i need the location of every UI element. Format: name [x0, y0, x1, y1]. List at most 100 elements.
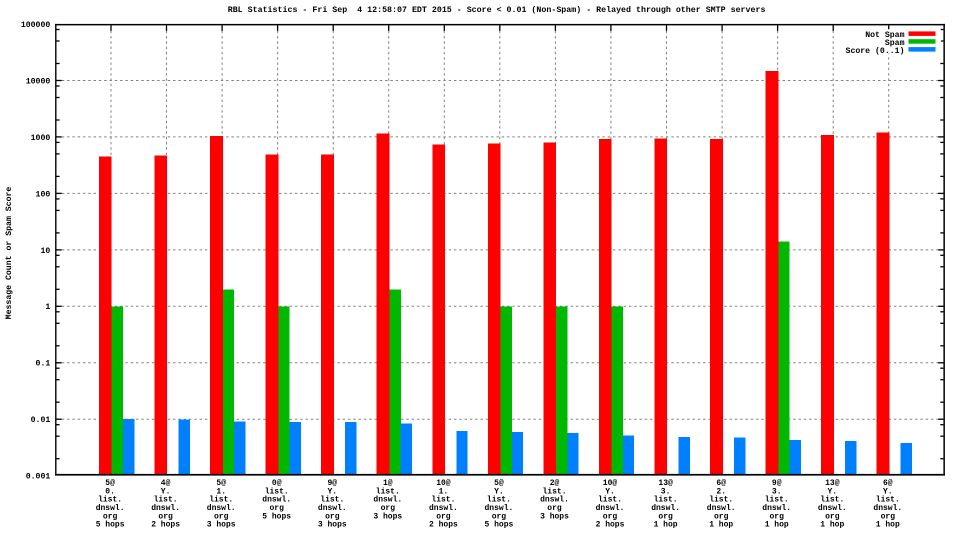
- svg-text:1@: 1@: [383, 479, 393, 488]
- svg-text:org: org: [103, 512, 118, 521]
- svg-text:dnswl.: dnswl.: [318, 504, 347, 513]
- svg-text:org: org: [158, 512, 173, 521]
- svg-text:3 hops: 3 hops: [207, 521, 236, 530]
- svg-text:dnswl.: dnswl.: [540, 496, 569, 505]
- svg-text:1 hop: 1 hop: [709, 521, 733, 530]
- svg-text:list.: list.: [598, 496, 622, 505]
- svg-text:dnswl.: dnswl.: [762, 504, 791, 513]
- svg-text:org: org: [547, 504, 562, 513]
- svg-text:list.: list.: [98, 496, 122, 505]
- svg-text:Y.: Y.: [883, 487, 893, 496]
- svg-text:dnswl.: dnswl.: [818, 504, 847, 513]
- svg-text:RBL Statistics - Fri Sep 4 12: RBL Statistics - Fri Sep 4 12:58:07 EDT …: [228, 5, 766, 15]
- svg-text:list.: list.: [154, 496, 178, 505]
- svg-text:list.: list.: [876, 496, 900, 505]
- svg-text:Y.: Y.: [327, 487, 337, 496]
- svg-text:dnswl.: dnswl.: [707, 504, 736, 513]
- svg-text:list.: list.: [265, 487, 289, 496]
- svg-text:dnswl.: dnswl.: [96, 504, 125, 513]
- svg-text:org: org: [881, 512, 896, 521]
- svg-text:list.: list.: [320, 496, 344, 505]
- svg-text:list.: list.: [709, 496, 733, 505]
- svg-text:Score (0..1): Score (0..1): [846, 46, 905, 56]
- svg-text:2.: 2.: [716, 487, 726, 496]
- svg-text:list.: list.: [654, 496, 678, 505]
- svg-text:1.: 1.: [216, 487, 226, 496]
- svg-text:dnswl.: dnswl.: [651, 504, 680, 513]
- svg-text:org: org: [436, 512, 451, 521]
- svg-text:dnswl.: dnswl.: [373, 496, 402, 505]
- svg-text:9@: 9@: [327, 479, 337, 488]
- svg-text:5 hops: 5 hops: [484, 521, 513, 530]
- svg-text:1: 1: [45, 303, 50, 312]
- svg-text:5@: 5@: [105, 479, 115, 488]
- svg-text:dnswl.: dnswl.: [262, 496, 291, 505]
- svg-text:Y.: Y.: [827, 487, 837, 496]
- svg-text:dnswl.: dnswl.: [151, 504, 180, 513]
- svg-text:3 hops: 3 hops: [540, 512, 569, 521]
- svg-text:13@: 13@: [825, 479, 840, 488]
- svg-text:dnswl.: dnswl.: [429, 504, 458, 513]
- svg-text:org: org: [325, 512, 340, 521]
- svg-text:1 hop: 1 hop: [654, 521, 678, 530]
- svg-text:1 hop: 1 hop: [765, 521, 789, 530]
- svg-text:10: 10: [40, 247, 50, 256]
- svg-text:10@: 10@: [603, 479, 618, 488]
- svg-text:Message Count or Spam Score: Message Count or Spam Score: [5, 187, 14, 320]
- svg-text:Spam: Spam: [885, 39, 905, 48]
- svg-text:org: org: [603, 512, 618, 521]
- svg-text:5@: 5@: [216, 479, 226, 488]
- svg-text:org: org: [381, 504, 396, 513]
- svg-text:6@: 6@: [883, 479, 893, 488]
- svg-text:list.: list.: [487, 496, 511, 505]
- svg-text:3.: 3.: [772, 487, 782, 496]
- svg-text:Y.: Y.: [494, 487, 504, 496]
- svg-text:org: org: [214, 512, 229, 521]
- svg-text:list.: list.: [820, 496, 844, 505]
- svg-text:Not Spam: Not Spam: [865, 31, 904, 40]
- svg-text:org: org: [714, 512, 729, 521]
- svg-text:13@: 13@: [658, 479, 673, 488]
- svg-text:3 hops: 3 hops: [318, 521, 347, 530]
- svg-text:5 hops: 5 hops: [96, 521, 125, 530]
- svg-text:Y.: Y.: [161, 487, 171, 496]
- svg-text:4@: 4@: [161, 479, 171, 488]
- svg-text:org: org: [769, 512, 784, 521]
- svg-text:2 hops: 2 hops: [596, 521, 625, 530]
- svg-text:6@: 6@: [716, 479, 726, 488]
- svg-text:0.1: 0.1: [36, 360, 51, 369]
- svg-text:Y.: Y.: [605, 487, 615, 496]
- svg-text:9@: 9@: [772, 479, 782, 488]
- svg-text:5 hops: 5 hops: [262, 512, 291, 521]
- svg-text:org: org: [825, 512, 840, 521]
- svg-text:dnswl.: dnswl.: [596, 504, 625, 513]
- svg-text:list.: list.: [431, 496, 455, 505]
- svg-text:org: org: [492, 512, 507, 521]
- svg-text:org: org: [658, 512, 673, 521]
- svg-text:org: org: [269, 504, 284, 513]
- svg-text:dnswl.: dnswl.: [207, 504, 236, 513]
- svg-text:2 hops: 2 hops: [429, 521, 458, 530]
- svg-text:2 hops: 2 hops: [151, 521, 180, 530]
- svg-text:100000: 100000: [21, 21, 51, 30]
- svg-text:0.01: 0.01: [31, 416, 51, 425]
- svg-text:1 hop: 1 hop: [820, 521, 844, 530]
- svg-text:0.: 0.: [105, 487, 115, 496]
- svg-text:dnswl.: dnswl.: [484, 504, 513, 513]
- svg-text:3.: 3.: [661, 487, 671, 496]
- svg-text:list.: list.: [542, 487, 566, 496]
- svg-text:1.: 1.: [439, 487, 449, 496]
- svg-text:1 hop: 1 hop: [876, 521, 900, 530]
- svg-text:100: 100: [36, 190, 51, 199]
- svg-text:list.: list.: [209, 496, 233, 505]
- svg-text:10000: 10000: [26, 77, 51, 86]
- svg-text:5@: 5@: [494, 479, 504, 488]
- svg-text:0.001: 0.001: [26, 473, 51, 482]
- svg-text:10@: 10@: [436, 479, 451, 488]
- svg-text:0@: 0@: [272, 479, 282, 488]
- svg-text:3 hops: 3 hops: [373, 512, 402, 521]
- svg-text:dnswl.: dnswl.: [873, 504, 902, 513]
- svg-text:1000: 1000: [31, 134, 51, 143]
- svg-text:2@: 2@: [550, 479, 560, 488]
- svg-text:list.: list.: [376, 487, 400, 496]
